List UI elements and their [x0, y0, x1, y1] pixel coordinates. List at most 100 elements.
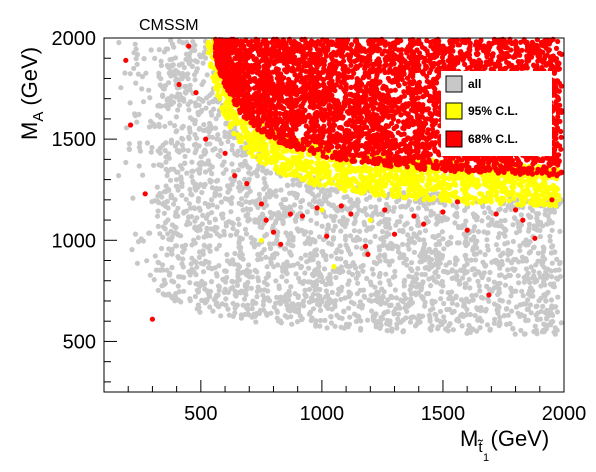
point-all: [294, 192, 300, 198]
point-all: [391, 311, 397, 317]
point-all: [367, 225, 373, 231]
point-all: [351, 301, 357, 307]
point-all: [446, 323, 452, 329]
point-all: [398, 297, 404, 303]
point-95cl: [524, 182, 530, 188]
point-95cl: [205, 50, 211, 56]
point-95cl: [239, 124, 245, 131]
point-all: [445, 290, 451, 296]
point-all: [509, 266, 516, 272]
point-all: [484, 243, 490, 249]
point-all: [187, 115, 193, 121]
point-all: [200, 212, 206, 218]
point-all: [308, 217, 314, 223]
point-all: [147, 272, 153, 278]
point-all: [408, 301, 414, 307]
point-all: [390, 208, 396, 214]
point-all: [201, 79, 207, 85]
point-all: [151, 162, 157, 168]
point-all: [253, 300, 259, 306]
point-all: [389, 328, 395, 334]
point-all: [287, 204, 293, 210]
point-95cl: [408, 184, 414, 190]
point-all: [463, 218, 469, 224]
point-all: [517, 248, 523, 254]
point-all: [157, 114, 163, 120]
point-all: [194, 264, 200, 270]
point-all: [279, 298, 286, 304]
point-95cl: [240, 134, 246, 140]
point-all: [420, 279, 426, 285]
point-all: [177, 91, 183, 98]
point-all: [196, 96, 202, 102]
point-all: [413, 284, 419, 290]
point-all: [195, 195, 202, 202]
point-all: [262, 195, 268, 201]
point-all: [415, 205, 421, 211]
point-all: [267, 209, 273, 215]
point-all: [217, 148, 224, 154]
point-all: [207, 179, 214, 185]
point-all: [464, 330, 470, 336]
point-all: [464, 269, 470, 275]
point-all: [192, 77, 198, 83]
point-95cl: [378, 190, 385, 196]
point-all: [455, 224, 462, 231]
point-all: [196, 170, 203, 176]
point-all: [269, 189, 275, 195]
point-all: [220, 170, 226, 176]
point-all: [118, 85, 124, 91]
point-all: [299, 317, 305, 323]
point-all: [212, 216, 218, 222]
point-all: [385, 297, 391, 303]
point-all: [155, 287, 161, 293]
point-all: [136, 163, 142, 169]
point-all: [487, 222, 493, 228]
point-all: [272, 220, 278, 226]
point-all: [164, 267, 170, 273]
point-95cl: [303, 173, 310, 179]
point-all: [330, 235, 337, 241]
point-all: [213, 300, 220, 306]
point-all: [450, 327, 456, 333]
point-all: [385, 221, 392, 227]
point-all: [192, 293, 198, 300]
point-all: [209, 90, 215, 96]
point-all: [537, 316, 544, 322]
point-all: [201, 242, 207, 248]
point-all: [155, 208, 161, 214]
point-all: [420, 295, 426, 301]
point-all: [180, 73, 186, 80]
point-all: [216, 284, 222, 290]
point-all: [464, 261, 470, 267]
point-95cl: [273, 158, 279, 164]
point-all: [200, 60, 206, 66]
point-all: [397, 228, 403, 234]
point-all: [323, 288, 329, 294]
point-all: [544, 314, 550, 320]
point-all: [196, 249, 203, 255]
point-all: [555, 294, 561, 300]
point-all: [197, 309, 203, 315]
point-all: [302, 240, 308, 246]
point-all: [203, 105, 209, 111]
point-all: [265, 288, 271, 294]
point-all: [521, 274, 527, 281]
point-all: [527, 205, 533, 211]
point-95cl: [373, 171, 379, 177]
point-all: [234, 282, 241, 288]
point-all: [189, 173, 195, 180]
point-all: [386, 278, 392, 284]
point-95cl: [461, 180, 467, 186]
point-95cl: [431, 185, 437, 191]
point-all: [354, 211, 360, 217]
point-95cl: [235, 134, 242, 140]
point-all: [229, 142, 235, 148]
point-all: [155, 223, 161, 229]
point-all: [424, 264, 430, 270]
point-all: [523, 258, 530, 264]
point-all: [243, 272, 250, 278]
point-all: [189, 63, 195, 69]
point-all: [153, 267, 159, 273]
